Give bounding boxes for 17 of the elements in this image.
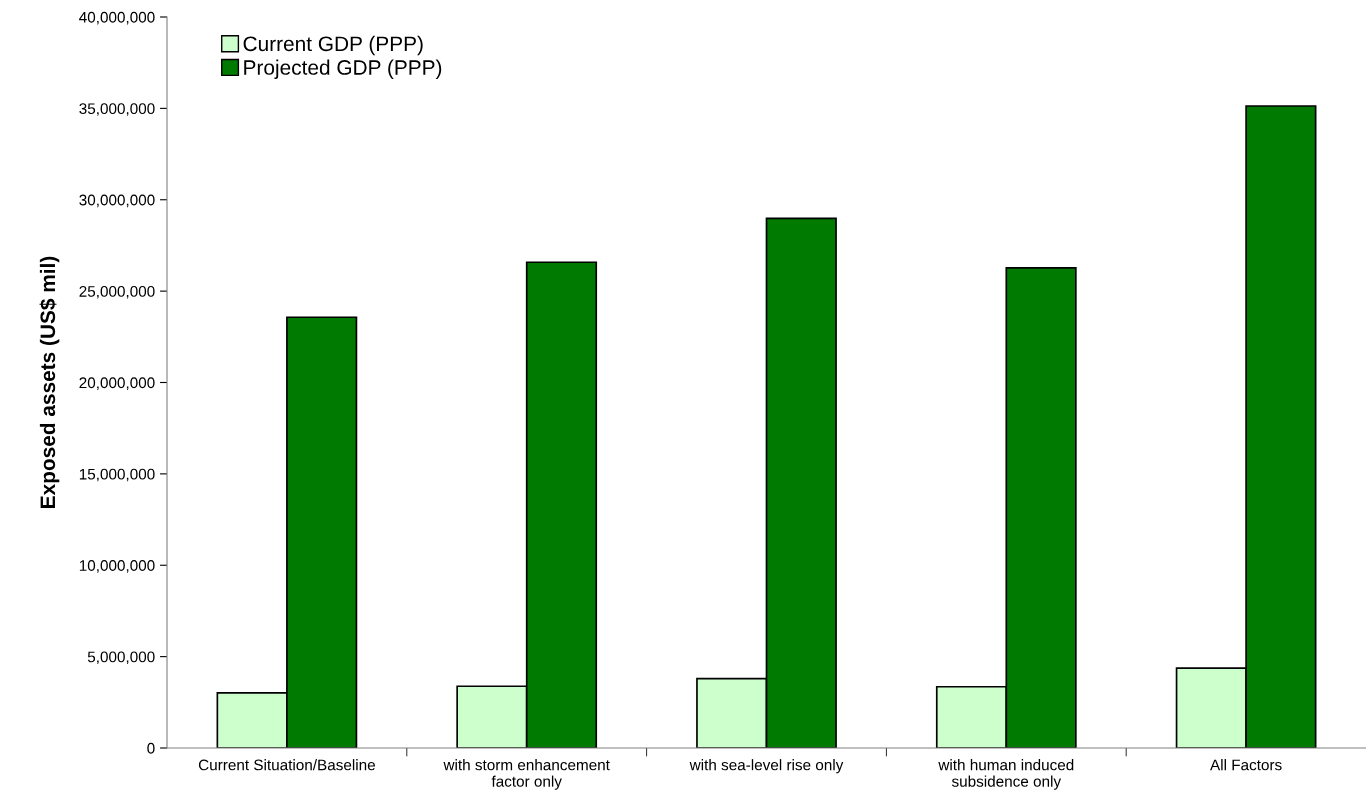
x-tick-label: with storm enhancement factor only — [443, 759, 610, 790]
legend-label: Projected GDP (PPP) — [244, 59, 442, 79]
y-tick-label: 20,000,000 — [79, 377, 155, 390]
y-tick-label: 25,000,000 — [79, 285, 155, 299]
y-tick-label: 0 — [147, 742, 155, 754]
legend-label: Current GDP (PPP) — [243, 35, 423, 56]
y-tick-label: 5,000,000 — [87, 651, 155, 665]
x-tick-label: All Factors — [1210, 759, 1282, 771]
y-tick-label: 15,000,000 — [79, 468, 155, 482]
y-axis-title: Exposed assets (US$ mil) — [39, 256, 60, 508]
y-tick-label: 35,000,000 — [79, 103, 155, 116]
y-tick-label: 40,000,000 — [79, 11, 155, 25]
x-tick-label: Current Situation/Baseline — [198, 759, 375, 771]
y-tick-label: 10,000,000 — [79, 560, 155, 573]
x-tick-label: with human induced subsidence only — [938, 759, 1074, 790]
y-tick-label: 30,000,000 — [79, 194, 155, 208]
x-tick-label: with sea-level rise only — [689, 759, 844, 774]
